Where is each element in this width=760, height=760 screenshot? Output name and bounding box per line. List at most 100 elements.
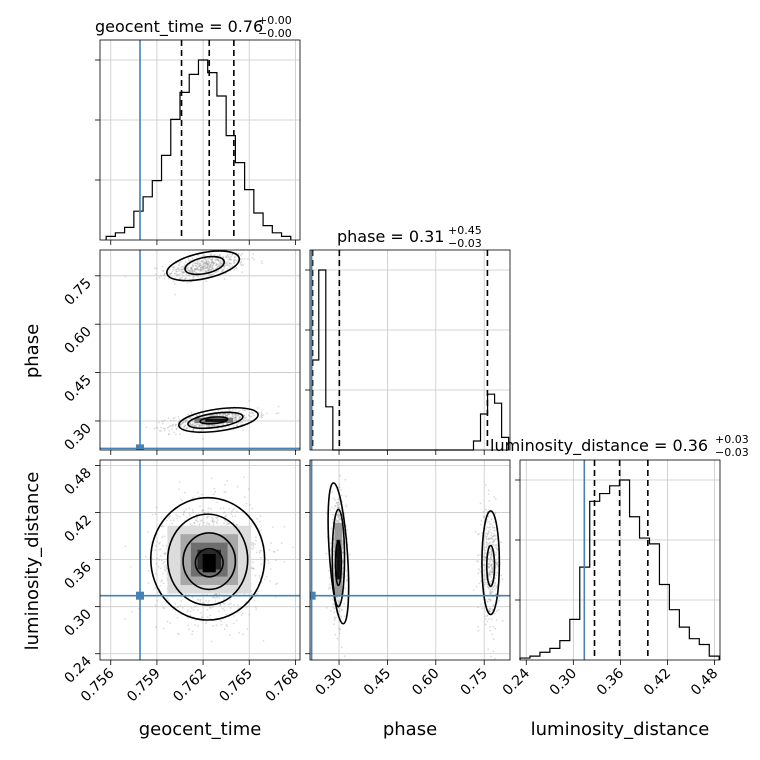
sample-point [193, 425, 196, 427]
sample-point [172, 419, 175, 422]
sample-point [240, 423, 243, 426]
sample-point [183, 426, 186, 428]
sample-point [223, 628, 226, 630]
sample-point [230, 258, 233, 261]
sample-point [163, 274, 165, 277]
sample-point [185, 273, 188, 275]
sample-point [483, 549, 486, 552]
sample-point [192, 276, 195, 278]
density-cell [336, 539, 341, 580]
sample-point [178, 273, 180, 276]
sample-point [338, 518, 341, 520]
axes-frame [309, 249, 511, 451]
sample-point [215, 263, 218, 266]
sample-point [245, 416, 247, 419]
sample-point [480, 603, 483, 605]
sample-point [251, 507, 254, 510]
sample-point [235, 424, 238, 427]
sample-point [203, 602, 205, 604]
sample-point [325, 511, 328, 514]
sample-point [212, 265, 214, 267]
sample-point [222, 256, 225, 259]
sample-point [482, 563, 485, 566]
sample-point [337, 627, 340, 630]
sample-point [485, 540, 488, 543]
sample-point [485, 538, 488, 541]
sample-point [212, 517, 215, 520]
sample-point [219, 507, 222, 510]
sample-point [336, 598, 338, 601]
sample-point [208, 269, 210, 272]
sample-point [216, 516, 219, 519]
sample-point [169, 419, 172, 422]
sample-point [488, 609, 491, 612]
sample-point [198, 425, 201, 428]
sample-point [205, 280, 208, 283]
sample-point [124, 618, 126, 620]
sample-point [283, 561, 286, 563]
sample-point [487, 586, 490, 589]
sample-point [175, 268, 178, 271]
sample-point [488, 566, 491, 569]
sample-point [492, 526, 495, 529]
sample-point [184, 491, 186, 494]
sample-point [190, 266, 193, 269]
sample-point [239, 415, 242, 418]
sample-point [224, 412, 227, 415]
sample-point [214, 490, 217, 493]
sample-point [491, 550, 493, 553]
sample-point [343, 615, 346, 618]
sample-point [332, 542, 335, 545]
sample-point [236, 593, 239, 595]
sample-point [484, 535, 487, 537]
y-tick-label: 0.60 [61, 324, 94, 357]
sample-point [175, 423, 178, 426]
sample-point [483, 546, 486, 549]
sample-point [213, 487, 216, 490]
sample-point [199, 600, 202, 603]
sample-point [232, 259, 235, 262]
sample-point [246, 628, 249, 630]
sample-point [189, 269, 192, 272]
sample-point [151, 513, 154, 516]
sample-point [204, 267, 207, 269]
sample-point [201, 510, 204, 513]
sample-point [485, 508, 487, 511]
sample-point [160, 580, 163, 583]
sample-point [329, 609, 332, 612]
sample-point [334, 633, 337, 636]
sample-point [177, 605, 180, 608]
sample-point [223, 598, 225, 600]
sample-point [219, 604, 222, 607]
sample-point [280, 542, 283, 544]
sample-point [227, 259, 230, 261]
sample-point [480, 580, 482, 583]
sample-point [178, 418, 181, 420]
sample-point [489, 526, 491, 529]
sample-point [194, 267, 197, 270]
sample-point [218, 265, 221, 268]
sample-point [222, 602, 225, 605]
sample-point [494, 534, 496, 537]
sample-point [227, 414, 230, 416]
sample-point [487, 586, 490, 588]
sample-point [213, 253, 216, 256]
sample-point [193, 270, 196, 272]
sample-point [197, 265, 200, 268]
sample-point [255, 536, 257, 539]
sample-point [235, 267, 238, 270]
sample-point [483, 570, 485, 572]
sample-point [237, 252, 240, 255]
sample-point [207, 257, 210, 260]
sample-point [484, 527, 487, 530]
sample-point [225, 415, 228, 417]
sample-point [192, 429, 195, 432]
sample-point [169, 272, 171, 275]
title-geocent-time-minus: −0.00 [258, 27, 292, 40]
sample-point [488, 537, 491, 540]
sample-point [191, 269, 193, 271]
sample-point [274, 596, 277, 598]
sample-point [194, 262, 197, 265]
sample-point [256, 593, 259, 595]
sample-point [206, 515, 209, 518]
